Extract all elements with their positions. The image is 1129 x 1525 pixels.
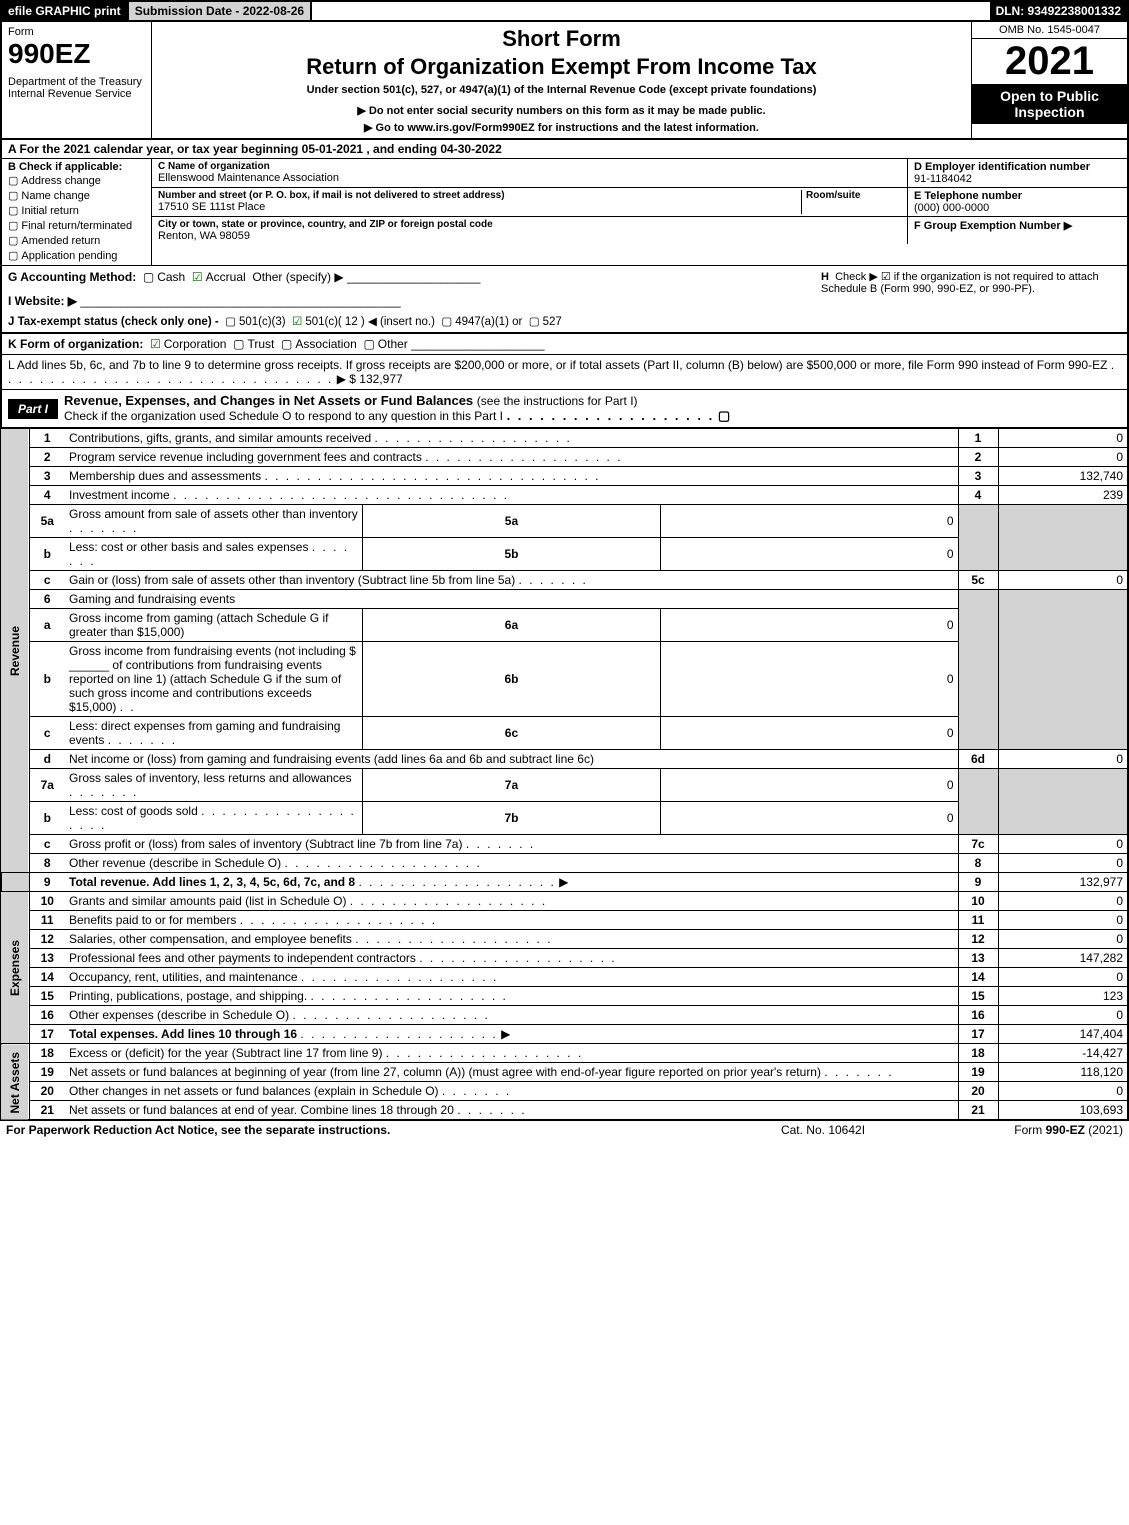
line-14: 14Occupancy, rent, utilities, and mainte… [1,968,1128,987]
chk-address-change[interactable]: Address change [8,173,145,188]
cat-number: Cat. No. 10642I [723,1123,923,1137]
row-a-tax-year: A For the 2021 calendar year, or tax yea… [0,140,1129,159]
line-12: 12Salaries, other compensation, and empl… [1,930,1128,949]
line-8: 8Other revenue (describe in Schedule O) … [1,854,1128,873]
efile-print-button[interactable]: efile GRAPHIC print [2,2,129,20]
chk-trust[interactable]: Trust [233,337,274,351]
line-9: 9Total revenue. Add lines 1, 2, 3, 4, 5c… [1,873,1128,892]
row-i-website-label: I Website: ▶ [8,294,77,308]
chk-corporation[interactable]: Corporation [150,337,226,351]
part-i-table: Revenue 1 Contributions, gifts, grants, … [0,428,1129,1121]
form-number: 990EZ [8,38,145,70]
section-bcde: B Check if applicable: Address change Na… [0,159,1129,265]
subline-1: Under section 501(c), 527, or 4947(a)(1)… [160,84,963,96]
chk-accrual[interactable]: Accrual [192,270,246,284]
chk-initial-return[interactable]: Initial return [8,203,145,218]
short-form-title: Short Form [160,26,963,52]
part-i-badge: Part I [8,399,58,419]
revenue-side-label: Revenue [1,429,29,873]
other-specify: Other (specify) ▶ [252,270,343,284]
paperwork-notice: For Paperwork Reduction Act Notice, see … [6,1123,723,1137]
line-6d: dNet income or (loss) from gaming and fu… [1,750,1128,769]
omb-number: OMB No. 1545-0047 [972,22,1127,39]
page-footer: For Paperwork Reduction Act Notice, see … [0,1121,1129,1139]
dln: DLN: 93492238001332 [990,2,1127,20]
part-i-schedule-o-check[interactable]: ▢ [718,408,730,423]
part-i-header: Part I Revenue, Expenses, and Changes in… [0,390,1129,428]
subline-3-link[interactable]: ▶ Go to www.irs.gov/Form990EZ for instru… [160,121,963,134]
chk-association[interactable]: Association [281,337,357,351]
form-label: Form [8,26,145,38]
room-label: Room/suite [806,190,901,201]
city-value: Renton, WA 98059 [158,230,901,242]
org-name: Ellenswood Maintenance Association [158,172,901,184]
chk-501c3[interactable]: 501(c)(3) [225,316,286,328]
top-bar: efile GRAPHIC print Submission Date - 20… [0,0,1129,20]
col-b-checkboxes: B Check if applicable: Address change Na… [2,159,152,265]
form-version: Form 990-EZ (2021) [923,1123,1123,1137]
line-10: Expenses 10Grants and similar amounts pa… [1,892,1128,911]
chk-other-org[interactable]: Other [363,337,407,351]
submission-date: Submission Date - 2022-08-26 [129,2,312,20]
line-21: 21Net assets or fund balances at end of … [1,1101,1128,1121]
line-4: 4Investment income . . . . . . . . . . .… [1,486,1128,505]
chk-application-pending[interactable]: Application pending [8,248,145,263]
chk-527[interactable]: 527 [529,316,562,328]
line-15: 15Printing, publications, postage, and s… [1,987,1128,1006]
net-assets-side-label: Net Assets [1,1044,29,1121]
open-to-public: Open to Public Inspection [972,84,1127,124]
line-7c: cGross profit or (loss) from sales of in… [1,835,1128,854]
line-13: 13Professional fees and other payments t… [1,949,1128,968]
line-16: 16Other expenses (describe in Schedule O… [1,1006,1128,1025]
line-7a: 7aGross sales of inventory, less returns… [1,769,1128,802]
form-header: Form 990EZ Department of the Treasury In… [0,20,1129,140]
line-1: Revenue 1 Contributions, gifts, grants, … [1,429,1128,448]
ein-value: 91-1184042 [914,173,1121,185]
line-6: 6Gaming and fundraising events [1,590,1128,609]
row-k-form-of-org: K Form of organization: Corporation Trus… [0,334,1129,355]
chk-4947[interactable]: 4947(a)(1) or [441,316,522,328]
phone-value: (000) 000-0000 [914,202,1121,214]
tax-year: 2021 [972,39,1127,84]
e-phone-label: E Telephone number [914,190,1022,202]
street-label: Number and street (or P. O. box, if mail… [158,190,801,201]
subline-2: ▶ Do not enter social security numbers o… [160,104,963,117]
city-label: City or town, state or province, country… [158,219,901,230]
chk-final-return[interactable]: Final return/terminated [8,218,145,233]
line-20: 20Other changes in net assets or fund ba… [1,1082,1128,1101]
line-5c: cGain or (loss) from sale of assets othe… [1,571,1128,590]
line-5a: 5aGross amount from sale of assets other… [1,505,1128,538]
chk-cash[interactable]: Cash [143,270,185,284]
line-19: 19Net assets or fund balances at beginni… [1,1063,1128,1082]
return-title: Return of Organization Exempt From Incom… [160,54,963,80]
chk-501c[interactable]: 501(c)( 12 ) ◀ (insert no.) [292,316,435,328]
line-11: 11Benefits paid to or for members . . . … [1,911,1128,930]
f-group-label: F Group Exemption Number ▶ [914,220,1072,232]
expenses-side-label: Expenses [1,892,29,1044]
chk-amended-return[interactable]: Amended return [8,233,145,248]
street-value: 17510 SE 111st Place [158,201,801,213]
c-name-label: C Name of organization [158,161,901,172]
line-17: 17Total expenses. Add lines 10 through 1… [1,1025,1128,1044]
chk-name-change[interactable]: Name change [8,188,145,203]
row-l-gross-receipts: L Add lines 5b, 6c, and 7b to line 9 to … [0,355,1129,390]
department-label: Department of the Treasury Internal Reve… [8,76,145,100]
line-3: 3Membership dues and assessments . . . .… [1,467,1128,486]
h-check-text: Check ▶ ☑ if the organization is not req… [821,271,1099,295]
line-18: Net Assets 18Excess or (deficit) for the… [1,1044,1128,1063]
line-2: 2Program service revenue including gover… [1,448,1128,467]
row-g-accounting: G Accounting Method: Cash Accrual Other … [0,265,1129,334]
d-ein-label: D Employer identification number [914,161,1090,173]
